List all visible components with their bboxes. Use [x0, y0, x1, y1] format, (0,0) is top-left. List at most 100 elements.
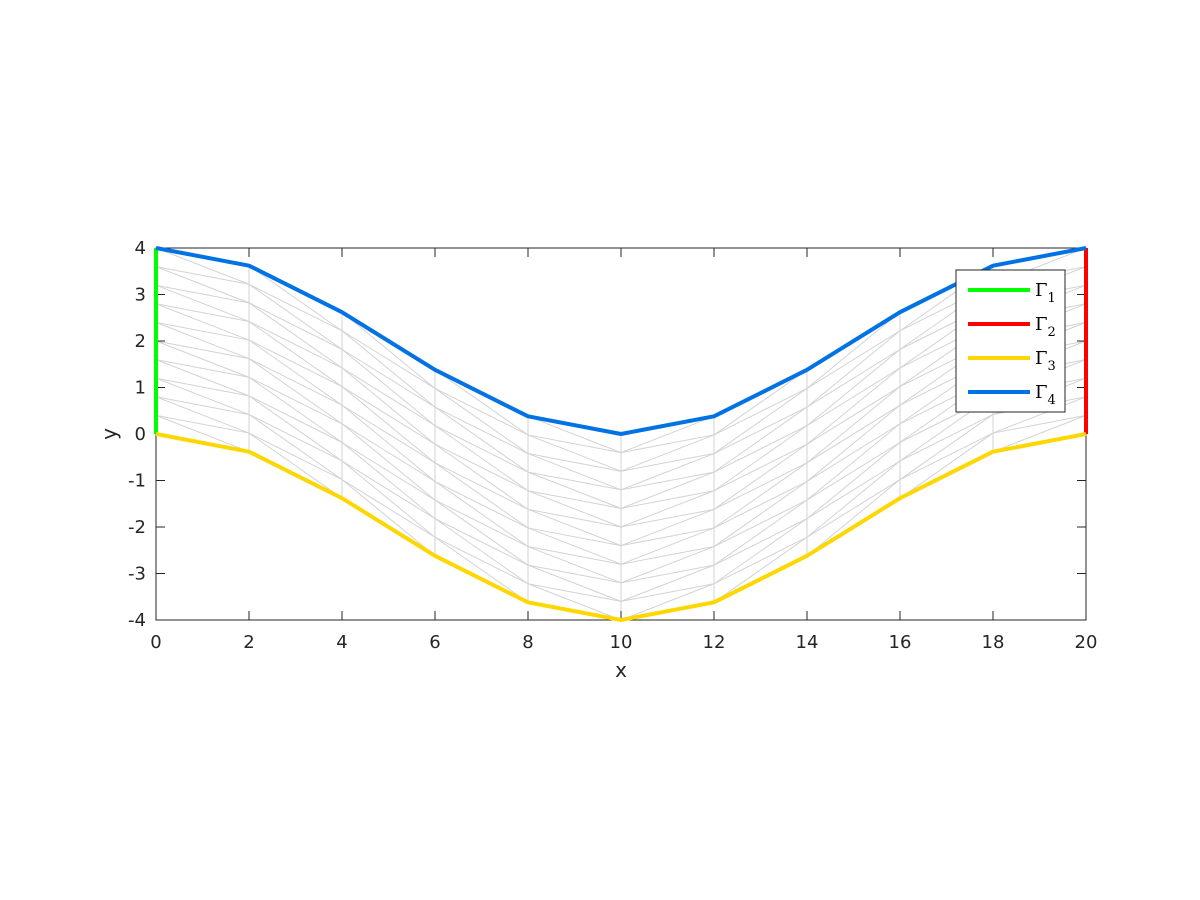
mesh-edge [620, 471, 715, 491]
mesh-edge [806, 386, 901, 464]
mesh-edge [806, 479, 901, 557]
mesh-edge [713, 499, 808, 547]
mesh-edge [527, 434, 622, 472]
mesh-edge [155, 321, 250, 360]
mesh-edge [434, 406, 529, 473]
mesh-edge [434, 369, 529, 436]
mesh-edge [620, 490, 715, 509]
mesh-edge [527, 564, 622, 584]
x-tick-label: 6 [429, 632, 440, 653]
mesh-edge [713, 388, 808, 454]
mesh-edge [899, 432, 994, 481]
mesh-edge [434, 499, 529, 547]
mesh-edge [434, 518, 529, 566]
mesh-edge [527, 546, 622, 584]
mesh-edge [527, 527, 622, 565]
y-tick-label: 4 [135, 238, 146, 259]
mesh-edge [806, 404, 901, 482]
mesh-edge [341, 330, 436, 389]
mesh-edge [992, 396, 1087, 434]
mesh-edge [527, 490, 622, 528]
mesh-edge [341, 348, 436, 427]
mesh-edge [434, 425, 529, 473]
mesh-edge [620, 453, 715, 491]
mesh-edge [620, 546, 715, 565]
mesh-edge [341, 367, 436, 427]
y-tick-label: 0 [135, 424, 146, 445]
mesh-edge [248, 321, 343, 369]
mesh-edge [155, 396, 250, 415]
mesh-edge [806, 311, 901, 389]
legend-label-gamma-3: Γ3 [1035, 348, 1056, 374]
mesh-edge [434, 536, 529, 585]
mesh-edge [434, 462, 529, 510]
mesh-edge [713, 387, 808, 436]
mesh-edge [248, 302, 343, 369]
mesh-edge [527, 508, 622, 547]
mesh-edge [341, 330, 436, 408]
mesh-edge [713, 536, 808, 603]
mesh-edge [248, 302, 343, 350]
mesh-edge [806, 460, 901, 538]
mesh-edge [620, 527, 715, 565]
mesh-edge [527, 564, 622, 602]
mesh-edge [341, 367, 436, 445]
mesh-edge [527, 508, 622, 528]
y-tick-label: -2 [128, 517, 146, 538]
mesh-edge [434, 443, 529, 492]
mesh-edge [341, 386, 436, 464]
mesh-edge [248, 395, 343, 443]
mesh-edge [341, 479, 436, 538]
mesh-edge [155, 266, 250, 304]
mesh-edge [155, 377, 250, 415]
mesh-edge [620, 471, 715, 509]
mesh-edge [434, 425, 529, 492]
mesh-edge [713, 443, 808, 492]
mesh-edge [806, 479, 901, 538]
mesh-edge [341, 311, 436, 389]
mesh-edge [806, 330, 901, 408]
mesh-edge [806, 423, 901, 482]
series-line-gamma-4 [155, 246, 1087, 436]
mesh-edge [527, 453, 622, 472]
mesh-edge [899, 414, 994, 462]
mesh-edge [620, 508, 715, 528]
mesh-edge [155, 377, 250, 397]
mesh-edge [155, 321, 250, 341]
mesh-edge [155, 284, 250, 322]
mesh-edge [527, 546, 622, 565]
mesh-edge [341, 348, 436, 408]
x-tick-label: 14 [796, 632, 819, 653]
mesh-edge [248, 376, 343, 443]
mesh-edge [248, 395, 343, 462]
mesh-edge [899, 432, 994, 499]
mesh-edge [620, 490, 715, 528]
legend-box [955, 269, 1066, 413]
mesh-edge [155, 414, 250, 453]
mesh-edge [341, 404, 436, 464]
x-tick-label: 0 [150, 632, 161, 653]
mesh-edge [527, 434, 622, 454]
mesh-edge [434, 536, 529, 603]
mesh-edge [434, 481, 529, 547]
x-tick-label: 12 [703, 632, 726, 653]
x-tick-label: 2 [243, 632, 254, 653]
mesh-edge [341, 423, 436, 501]
mesh-edge [713, 443, 808, 510]
mesh-edge [713, 425, 808, 492]
x-tick-label: 8 [522, 632, 533, 653]
mesh-edge [155, 247, 250, 285]
mesh-edge [527, 527, 622, 547]
mesh-edge [806, 367, 901, 427]
mesh-edge [248, 265, 343, 332]
mesh-edge [155, 414, 250, 434]
mesh-edge [248, 432, 343, 481]
mesh-edge [248, 414, 343, 480]
mesh-edge [713, 462, 808, 529]
mesh-edge [434, 480, 529, 529]
legend: Γ1 Γ2 Γ3 Γ4 [955, 269, 1066, 413]
mesh-edge [248, 358, 343, 425]
mesh-edge [620, 564, 715, 602]
y-tick-label: -1 [128, 471, 146, 492]
